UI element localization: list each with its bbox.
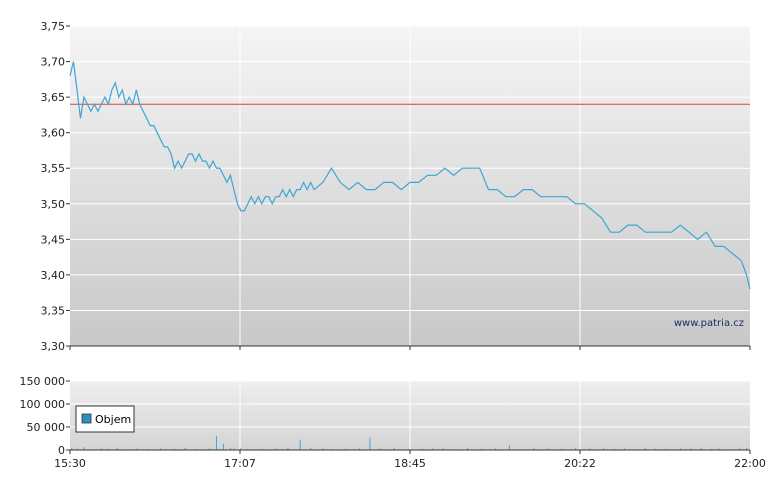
price-x-axis-tickmarks: [69, 346, 751, 350]
price-y-tick-label: 3,55: [41, 162, 66, 175]
legend-label: Objem: [95, 413, 131, 426]
volume-x-axis-ticks: 15:30 17:07 18:45 20:22 22:00: [54, 450, 766, 470]
time-axis-label: 17:07: [224, 457, 256, 470]
volume-vertical-gridlines: [239, 381, 581, 450]
time-axis-label: 15:30: [54, 457, 86, 470]
price-vertical-gridlines: [239, 26, 581, 346]
time-axis-label: 18:45: [394, 457, 426, 470]
volume-panel: 0 50 000 100 000 150 000 15:30 17:07 18:45 20:…: [20, 375, 766, 470]
volume-y-tick-label: 100 000: [20, 398, 66, 411]
price-y-tick-label: 3,40: [41, 269, 66, 282]
legend-swatch: [81, 413, 92, 424]
price-y-tick-label: 3,70: [41, 56, 66, 69]
volume-y-tick-label: 150 000: [20, 375, 66, 388]
price-y-tick-label: 3,30: [41, 340, 66, 353]
volume-y-axis-ticks: 0 50 000 100 000 150 000: [20, 375, 70, 457]
price-y-axis-ticks: 3,30 3,35 3,40 3,45 3,50 3,55 3,60 3,65 3,70 3,75: [41, 20, 70, 353]
time-axis-label: 22:00: [734, 457, 766, 470]
price-y-tick-label: 3,75: [41, 20, 66, 33]
volume-y-tick-label: 0: [58, 444, 65, 457]
watermark-text: www.patria.cz: [674, 318, 744, 329]
price-series-line: [69, 61, 751, 290]
price-y-tick-label: 3,60: [41, 127, 66, 140]
price-y-tick-label: 3,45: [41, 233, 66, 246]
volume-y-tick-label: 50 000: [27, 421, 66, 434]
volume-legend: Objem: [75, 405, 135, 433]
price-y-tick-label: 3,35: [41, 304, 66, 317]
price-y-tick-label: 3,65: [41, 91, 66, 104]
price-y-tick-label: 3,50: [41, 198, 66, 211]
time-axis-label: 20:22: [564, 457, 596, 470]
price-panel: 3,30 3,35 3,40 3,45 3,50 3,55 3,60 3,65 3,70 3,75…: [41, 20, 751, 353]
